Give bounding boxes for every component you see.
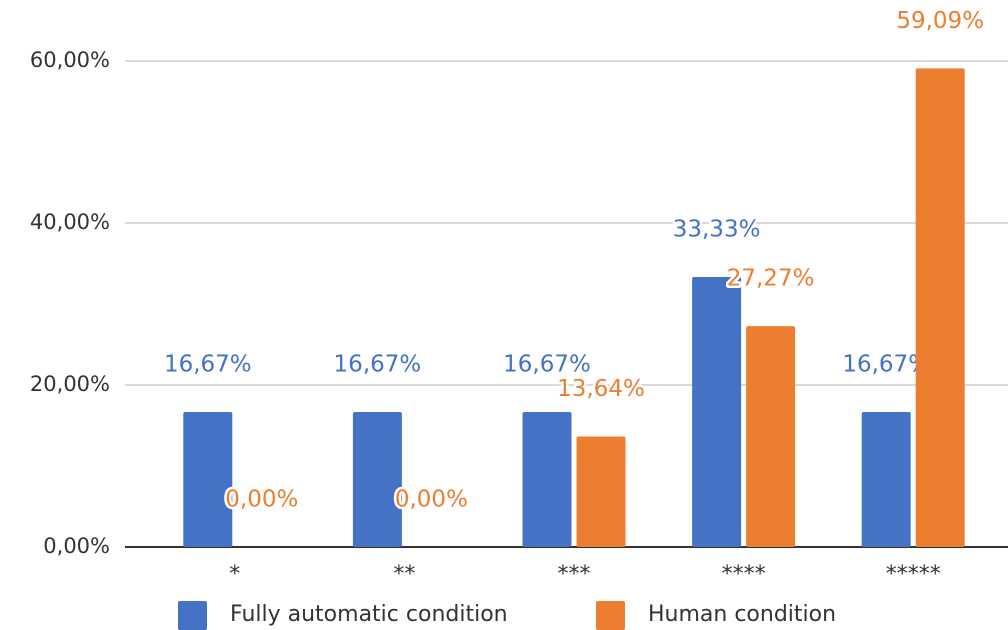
x-tick-label: * [229,562,240,587]
value-label: 0,00% [225,487,298,513]
bar [861,411,911,547]
bar [576,436,626,547]
y-tick-label: 20,00% [30,372,110,396]
legend-swatch [596,601,625,630]
bar [746,326,796,547]
legend-label: Fully automatic condition [230,602,508,627]
x-tick-label: ** [393,562,415,587]
value-label: 13,64% [557,376,645,402]
bar [915,68,965,547]
bar [352,411,402,547]
value-label: 0,00% [395,487,468,513]
value-label: 16,67% [334,351,422,377]
y-tick-label: 60,00% [30,48,110,72]
x-tick-label: *** [558,562,591,587]
y-tick-label: 0,00% [43,534,110,558]
bar [183,411,233,547]
value-label: 59,09% [896,8,984,34]
legend-label: Human condition [648,602,836,627]
value-label: 16,67% [503,351,591,377]
y-tick-label: 40,00% [30,210,110,234]
legend-swatch [178,601,207,630]
bar [522,411,572,547]
value-label: 16,67% [164,351,252,377]
value-label: 27,27% [727,266,815,292]
x-tick-label: ***** [886,562,941,587]
bar [692,277,742,547]
value-label: 33,33% [673,217,761,243]
x-tick-label: **** [722,562,766,587]
